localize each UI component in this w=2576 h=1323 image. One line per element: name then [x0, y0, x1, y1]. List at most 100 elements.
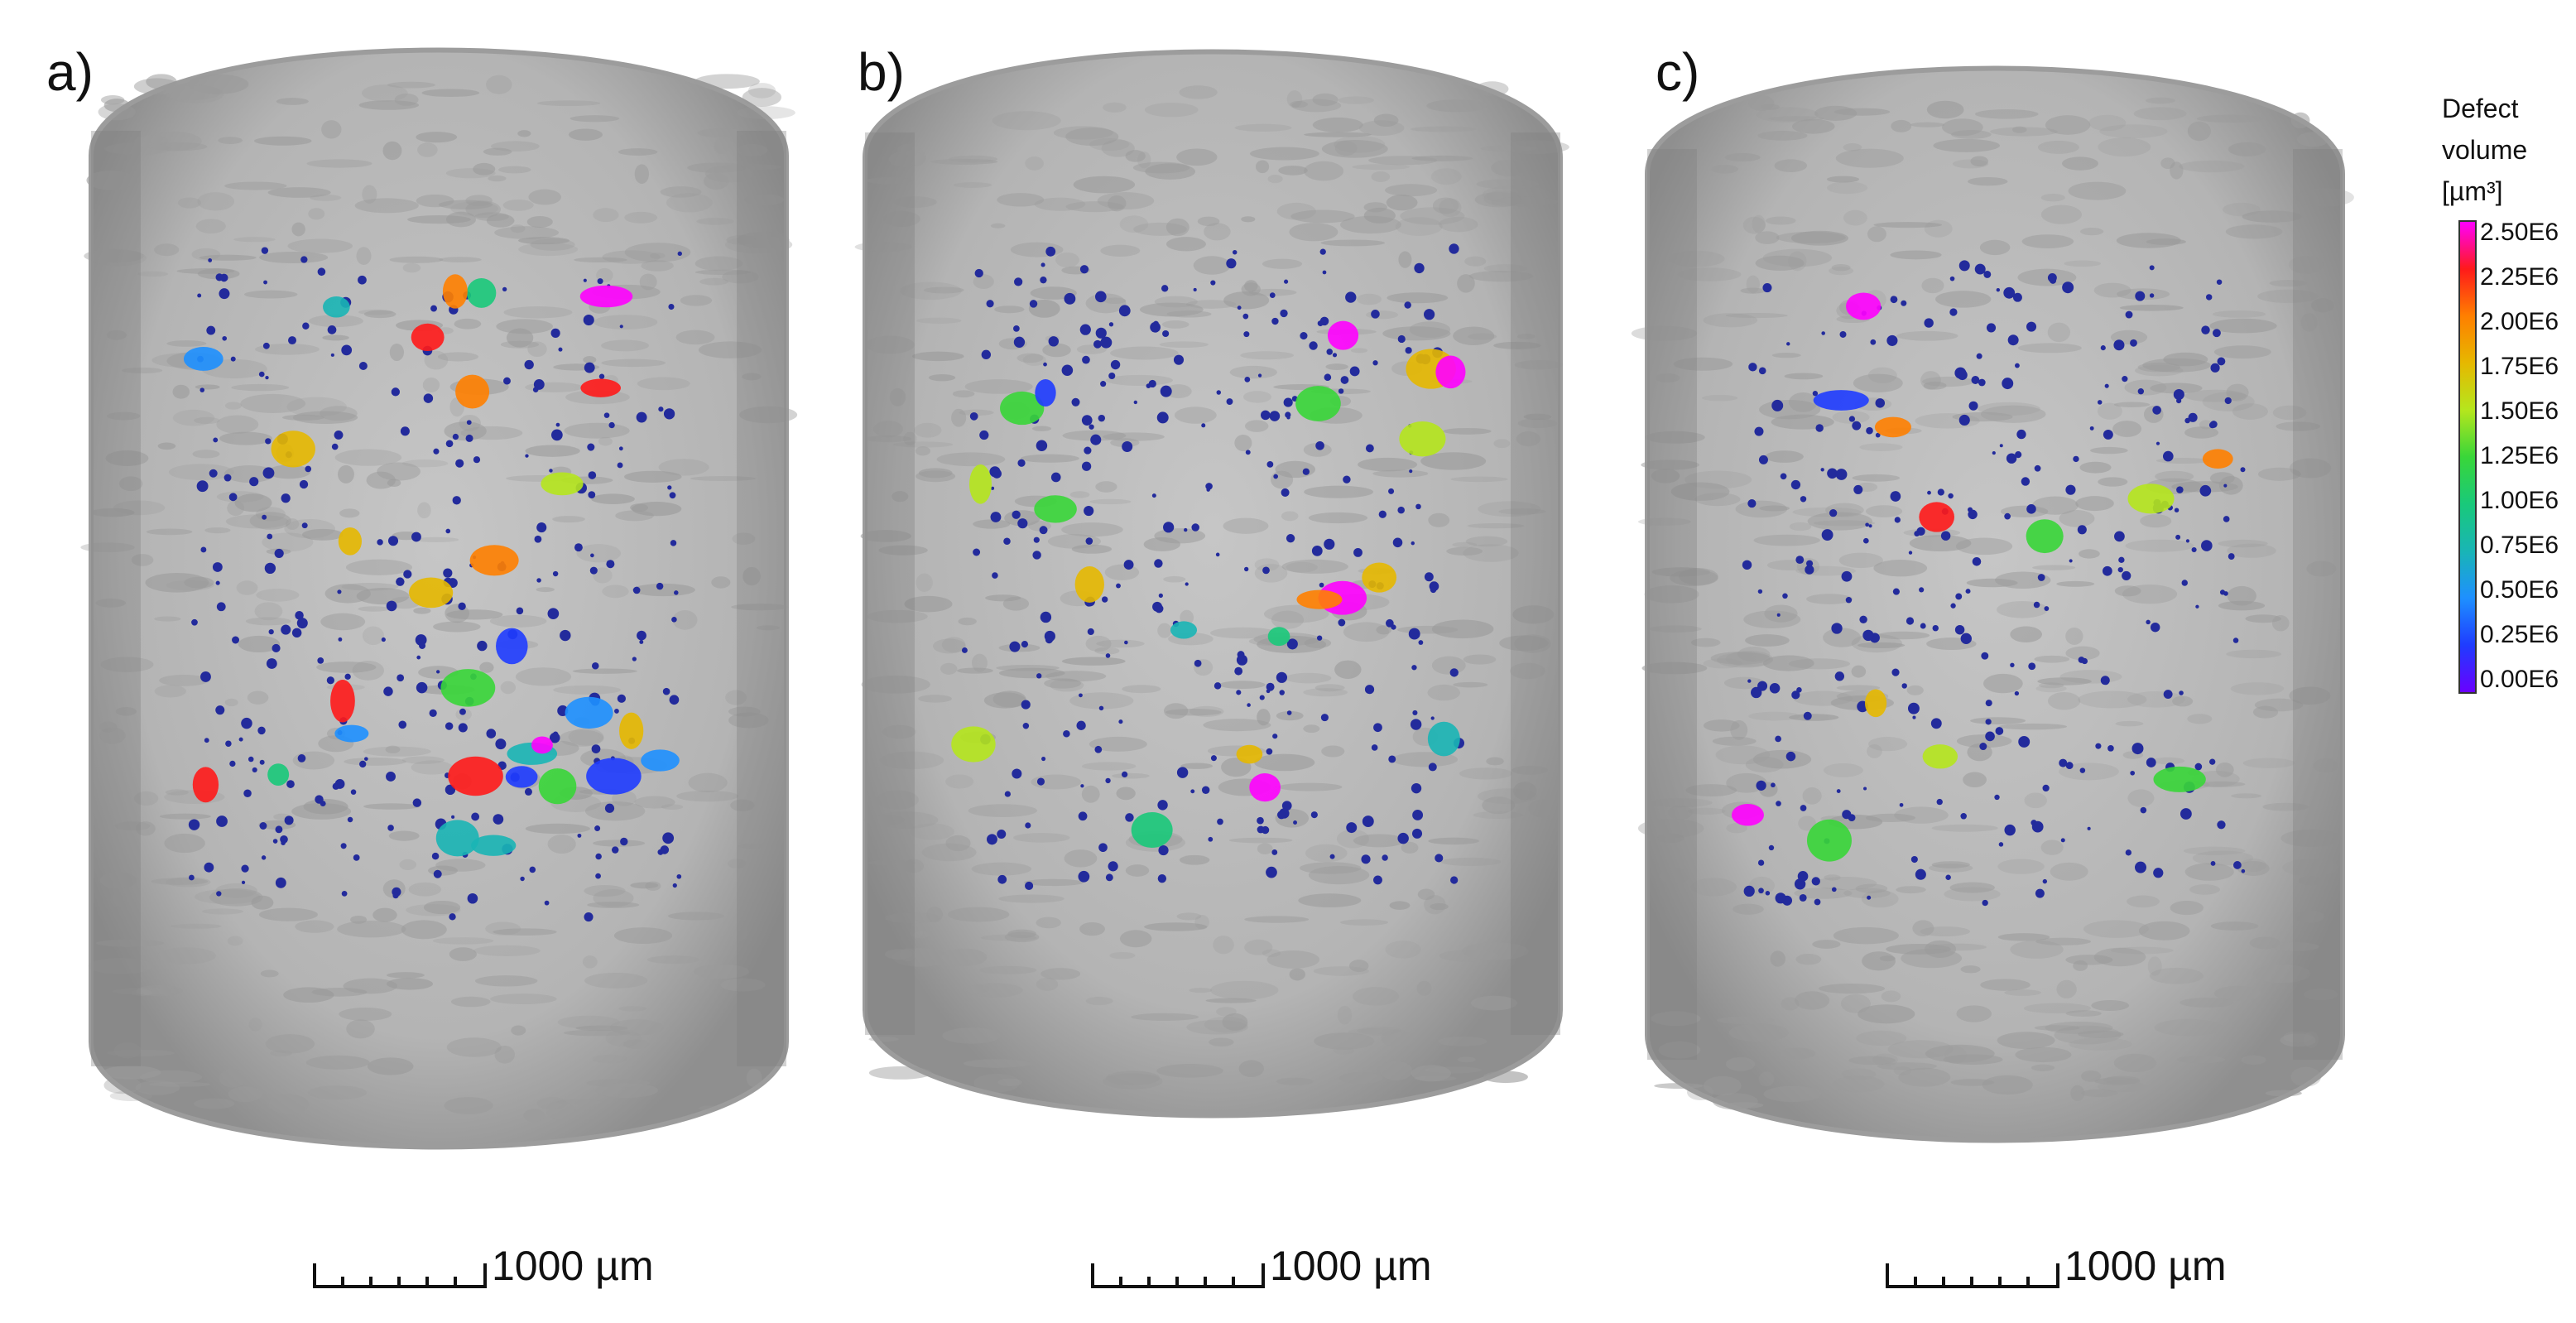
small-defect: [2028, 662, 2036, 671]
small-defect: [257, 726, 266, 735]
surface-texture: [1397, 625, 1459, 634]
small-defect: [1866, 426, 1873, 435]
surface-texture: [1853, 373, 1903, 393]
small-defect: [1892, 588, 1900, 595]
surface-texture: [1097, 192, 1155, 210]
surface-texture: [110, 894, 126, 907]
small-defect: [591, 662, 599, 670]
surface-texture: [2176, 1056, 2226, 1064]
surface-texture: [244, 290, 298, 299]
surface-texture: [1071, 544, 1113, 554]
surface-texture: [738, 843, 763, 849]
small-defect: [1408, 628, 1420, 640]
surface-texture: [500, 681, 517, 695]
surface-texture: [1089, 137, 1130, 152]
surface-texture: [454, 318, 482, 330]
surface-texture: [362, 626, 384, 646]
small-defect: [2014, 690, 2020, 696]
surface-texture: [1931, 861, 1971, 868]
surface-texture: [411, 760, 453, 775]
surface-texture: [2300, 313, 2318, 332]
surface-texture: [486, 214, 515, 228]
small-defect: [286, 780, 295, 788]
surface-texture: [1950, 1079, 1995, 1086]
surface-texture: [245, 617, 291, 626]
surface-texture: [1267, 175, 1283, 184]
surface-texture: [195, 889, 261, 905]
scale-bar-graphic-a: [313, 1263, 487, 1288]
small-defect: [1954, 625, 1965, 635]
large-defect: [271, 431, 315, 468]
large-defect: [1034, 495, 1077, 523]
small-defect: [381, 637, 386, 642]
surface-texture: [1491, 159, 1526, 176]
small-defect: [1021, 700, 1031, 710]
small-defect: [455, 459, 464, 468]
surface-texture: [742, 373, 762, 381]
surface-texture: [1450, 476, 1508, 483]
surface-texture: [742, 88, 781, 107]
surface-texture: [339, 508, 360, 518]
small-defect: [2097, 400, 2103, 405]
surface-texture: [1841, 1068, 1877, 1080]
small-defect: [1412, 710, 1418, 716]
small-defect: [206, 325, 216, 335]
surface-texture: [107, 1049, 175, 1056]
surface-texture: [1942, 118, 1983, 137]
surface-texture: [2172, 695, 2194, 707]
specimen-body: [1645, 65, 2345, 1143]
small-defect: [1095, 327, 1107, 339]
colorbar-tick: 0.25E6: [2480, 621, 2559, 648]
surface-texture: [2145, 97, 2176, 104]
small-defect: [241, 717, 252, 729]
surface-texture: [385, 745, 401, 753]
surface-texture: [525, 823, 590, 835]
surface-texture: [1304, 132, 1372, 137]
surface-texture: [1314, 1032, 1375, 1050]
small-defect: [636, 411, 647, 423]
specimen-c: [1631, 65, 2354, 1143]
surface-texture: [1339, 215, 1401, 234]
surface-texture: [1703, 658, 1743, 669]
surface-texture: [720, 978, 766, 992]
large-defect: [1919, 502, 1955, 532]
small-defect: [1868, 524, 1872, 528]
surface-texture: [1336, 829, 1370, 849]
small-defect: [2100, 345, 2106, 351]
large-defect: [538, 768, 577, 805]
surface-texture: [1877, 1062, 1937, 1070]
small-defect: [1261, 410, 1271, 421]
small-defect: [2173, 388, 2184, 401]
surface-texture: [2059, 510, 2095, 527]
side-shading: [1647, 149, 1697, 1060]
small-defect: [1827, 468, 1838, 479]
surface-texture: [402, 459, 449, 468]
surface-texture: [1338, 96, 1374, 104]
surface-texture: [2070, 1085, 2085, 1102]
small-defect: [1105, 777, 1111, 784]
small-defect: [2016, 429, 2026, 440]
surface-texture: [1289, 968, 1305, 981]
surface-texture: [1452, 541, 1478, 548]
colorbar: [2458, 220, 2477, 694]
surface-texture: [536, 100, 601, 107]
surface-texture: [997, 1078, 1022, 1086]
surface-texture: [1254, 753, 1315, 772]
surface-texture: [1867, 744, 1882, 758]
surface-texture: [423, 900, 461, 915]
small-defect: [1316, 635, 1323, 641]
surface-texture: [1716, 652, 1773, 668]
small-defect: [1319, 582, 1324, 588]
large-defect: [1874, 416, 1911, 438]
specimen-body: [863, 49, 1563, 1119]
small-defect: [1927, 490, 1931, 495]
surface-texture: [258, 907, 318, 921]
small-defect: [377, 539, 383, 546]
surface-texture: [503, 306, 573, 319]
surface-texture: [154, 616, 181, 622]
surface-texture: [1807, 512, 1873, 531]
surface-texture: [1499, 635, 1549, 652]
small-defect: [1835, 469, 1848, 480]
surface-texture: [194, 416, 220, 425]
small-defect: [2223, 516, 2230, 522]
